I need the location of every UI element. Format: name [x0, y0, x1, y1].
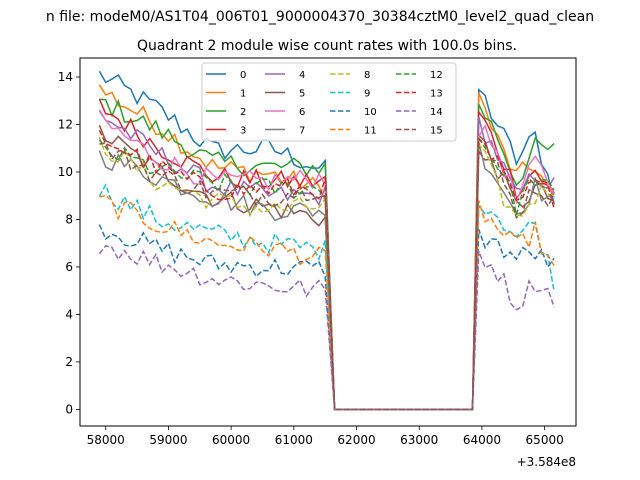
legend-label-12: 12	[430, 70, 443, 81]
legend-label-3: 3	[240, 126, 246, 137]
series-line-10	[98, 224, 555, 411]
x-tick-label: 58000	[87, 433, 125, 447]
x-tick-label: 62000	[337, 433, 375, 447]
series-line-14	[98, 244, 555, 411]
series-line-11	[99, 194, 555, 411]
axes-frame	[79, 57, 577, 427]
series-line-3	[98, 98, 555, 411]
legend-label-0: 0	[240, 70, 246, 81]
y-tick-label: 8	[65, 212, 73, 226]
legend-label-8: 8	[364, 70, 370, 81]
legend-label-2: 2	[240, 107, 246, 118]
y-tick-label: 2	[65, 355, 73, 369]
y-tick-label: 4	[65, 307, 73, 321]
legend-label-14: 14	[430, 107, 443, 118]
y-tick-label: 10	[58, 165, 73, 179]
x-tick-label: 59000	[149, 433, 187, 447]
y-tick-label: 0	[65, 402, 73, 416]
series-line-9	[98, 183, 555, 411]
x-tick-label: 65000	[526, 433, 564, 447]
legend-label-7: 7	[299, 126, 305, 137]
legend-label-9: 9	[364, 89, 370, 100]
x-offset-label: +3.584e8	[517, 455, 576, 469]
x-tick-label: 64000	[463, 433, 501, 447]
legend-label-1: 1	[240, 89, 246, 100]
legend-label-6: 6	[299, 107, 305, 118]
legend-box	[201, 62, 457, 142]
x-tick-label: 63000	[400, 433, 438, 447]
chart-title: Quadrant 2 module wise count rates with …	[137, 38, 517, 54]
x-tick-label: 61000	[275, 433, 313, 447]
x-tick-label: 60000	[212, 433, 250, 447]
series-line-6	[98, 109, 555, 411]
legend-label-15: 15	[430, 126, 443, 137]
legend-label-5: 5	[299, 89, 305, 100]
y-tick-label: 14	[58, 70, 73, 84]
legend-label-13: 13	[430, 89, 443, 100]
series-line-2	[99, 98, 555, 411]
figure-suptitle: n file: modeM0/AS1T04_006T01_9000004370_…	[46, 9, 594, 25]
series-line-13	[98, 129, 555, 411]
series-line-12	[98, 135, 555, 411]
legend-label-11: 11	[364, 126, 377, 137]
legend-label-4: 4	[299, 70, 305, 81]
y-tick-label: 6	[65, 260, 73, 274]
series-line-0	[98, 70, 555, 411]
legend-label-10: 10	[364, 107, 377, 118]
y-tick-label: 12	[58, 117, 73, 131]
